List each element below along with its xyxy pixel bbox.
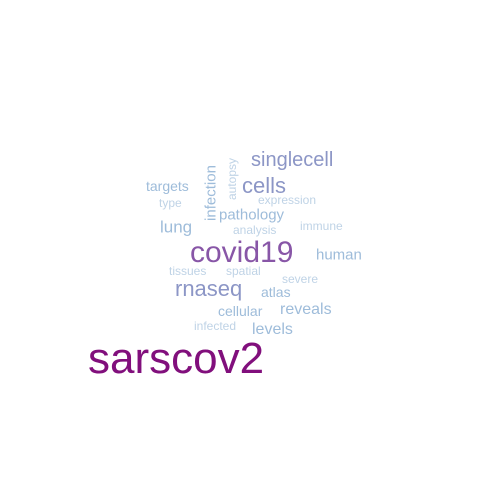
- word-immune: immune: [300, 219, 343, 233]
- word-cellular: cellular: [218, 303, 263, 319]
- word-autopsy: autopsy: [225, 157, 239, 201]
- word-lung: lung: [160, 217, 193, 237]
- word-reveals: reveals: [280, 301, 332, 318]
- word-targets: targets: [146, 178, 189, 194]
- word-human: human: [316, 246, 362, 264]
- word-levels: levels: [252, 321, 293, 338]
- word-analysis: analysis: [233, 223, 277, 237]
- word-severe: severe: [282, 272, 319, 286]
- word-covid19: covid19: [190, 236, 294, 269]
- word-infected: infected: [194, 319, 237, 333]
- word-pathology: pathology: [219, 206, 285, 224]
- word-infection: infection: [202, 165, 220, 221]
- word-spatial: spatial: [226, 264, 261, 278]
- word-type: type: [159, 196, 182, 210]
- word-atlas: atlas: [261, 284, 291, 300]
- word-singlecell: singlecell: [251, 149, 334, 171]
- word-expression: expression: [258, 193, 317, 207]
- word-tissues: tissues: [169, 264, 207, 278]
- word-rnaseq: rnaseq: [175, 276, 243, 301]
- word-sarscov2: sarscov2: [88, 334, 265, 383]
- word-cells: cells: [242, 173, 287, 198]
